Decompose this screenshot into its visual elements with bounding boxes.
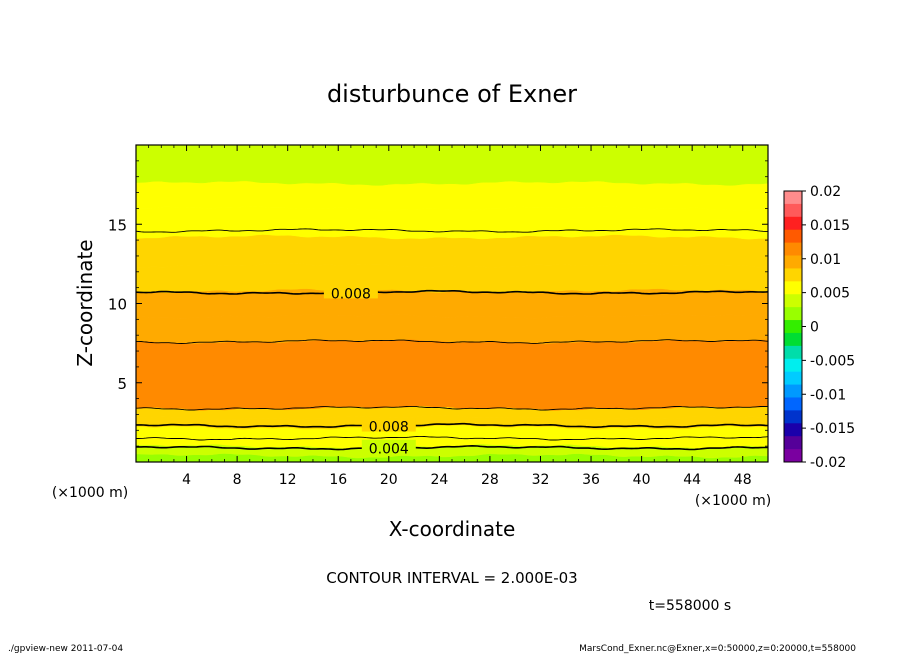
time-label: t=558000 s — [649, 598, 731, 614]
footer-left: ./gpview-new 2011-07-04 — [8, 644, 123, 654]
colorbar-tick-label: 0 — [810, 320, 819, 336]
x-unit-right: (×1000 m) — [695, 493, 771, 509]
colorbar-swatch — [784, 345, 802, 360]
colorbar-swatch — [784, 332, 802, 347]
contour-line — [136, 228, 768, 233]
contour-label: 0.004 — [369, 442, 409, 458]
contour-label: 0.008 — [369, 420, 409, 436]
colorbar-swatch — [784, 229, 802, 244]
colorbar-swatch — [784, 436, 802, 450]
x-axis-label: X-coordinate — [389, 517, 516, 541]
x-tick-label: 40 — [633, 472, 651, 488]
x-tick-label: 28 — [481, 472, 499, 488]
colorbar-swatch — [784, 423, 802, 437]
y-axis: 5 10 15 — [108, 160, 768, 447]
colorbar-tick-label: 0.005 — [810, 286, 850, 302]
colorbar: 0.02 0.015 0.01 0.005 0 -0.005 -0.01 -0.015 -0.0… — [783, 184, 855, 471]
contour-label-bg — [323, 284, 378, 299]
y-axis-label: Z-coordinate — [73, 239, 97, 366]
contour-band — [136, 313, 768, 345]
x-tick-label: 48 — [734, 472, 752, 488]
contour-core-blob — [694, 368, 736, 388]
x-tick-label: 4 — [182, 472, 191, 488]
contour-line — [136, 422, 768, 428]
colorbar-swatch — [784, 294, 802, 308]
colorbar-swatch — [784, 203, 802, 218]
x-unit-left: (×1000 m) — [52, 485, 128, 501]
x-axis: 4 8 12 16 20 24 28 32 36 40 44 48 — [148, 145, 756, 488]
colorbar-tick-label: 0.02 — [810, 184, 841, 200]
contour-fill-area — [136, 145, 768, 462]
contour-line — [136, 435, 768, 441]
contour-core-blob — [136, 370, 158, 390]
contour-lines — [136, 228, 768, 451]
colorbar-swatch — [784, 384, 802, 398]
contour-line — [136, 444, 768, 451]
contour-core-blob — [426, 376, 554, 390]
colorbar-swatch — [784, 268, 802, 282]
colorbar-swatch — [784, 281, 802, 295]
contour-labels: 0.004 0.008 0.008 — [323, 284, 416, 458]
y-tick-label: 10 — [108, 296, 127, 314]
colorbar-tick-label: 0.015 — [810, 218, 850, 234]
colorbar-swatch — [784, 307, 802, 321]
colorbar-tick-label: -0.02 — [810, 455, 846, 471]
x-tick-label: 20 — [380, 472, 398, 488]
x-tick-label: 16 — [329, 472, 347, 488]
contour-core-blob — [369, 375, 459, 390]
x-tick-label: 24 — [430, 472, 448, 488]
contour-label: 0.008 — [331, 286, 371, 302]
x-tick-label: 8 — [233, 472, 242, 488]
x-tick-label: 32 — [532, 472, 550, 488]
contour-band — [136, 145, 768, 186]
contour-line — [136, 405, 768, 411]
contour-band — [136, 234, 768, 268]
colorbar-swatch — [784, 358, 802, 373]
contour-band — [136, 205, 768, 240]
colorbar-swatch — [784, 410, 802, 424]
colorbar-swatch — [784, 320, 802, 334]
colorbar-swatch — [784, 191, 802, 205]
x-tick-label: 44 — [683, 472, 701, 488]
chart-title: disturbunce of Exner — [327, 80, 577, 108]
colorbar-tick-label: -0.005 — [810, 353, 855, 369]
colorbar-swatch — [784, 216, 802, 231]
footer-right: MarsCond_Exner.nc@Exner,x=0:50000,z=0:20… — [579, 644, 856, 654]
colorbar-tick-label: -0.015 — [810, 421, 855, 437]
colorbar-tick-label: 0.01 — [810, 252, 841, 268]
x-tick-label: 36 — [582, 472, 600, 488]
colorbar-swatch — [784, 397, 802, 411]
colorbar-swatch — [784, 371, 802, 385]
contour-band — [136, 180, 768, 212]
colorbar-tick-label: -0.01 — [810, 387, 846, 403]
y-tick-label: 15 — [108, 216, 127, 234]
colorbar-swatch — [784, 449, 802, 463]
contour-line — [136, 339, 768, 344]
contour-line — [136, 289, 768, 295]
contour-core-blob — [209, 371, 265, 388]
colorbar-swatch — [784, 242, 802, 256]
contour-interval-text: CONTOUR INTERVAL = 2.000E-03 — [326, 569, 577, 587]
y-tick-label: 5 — [117, 375, 127, 393]
contour-label-bg — [361, 417, 416, 432]
contour-band — [136, 263, 768, 294]
colorbar-swatch — [784, 255, 802, 269]
x-tick-label: 12 — [279, 472, 297, 488]
contour-label-bg — [361, 439, 416, 454]
